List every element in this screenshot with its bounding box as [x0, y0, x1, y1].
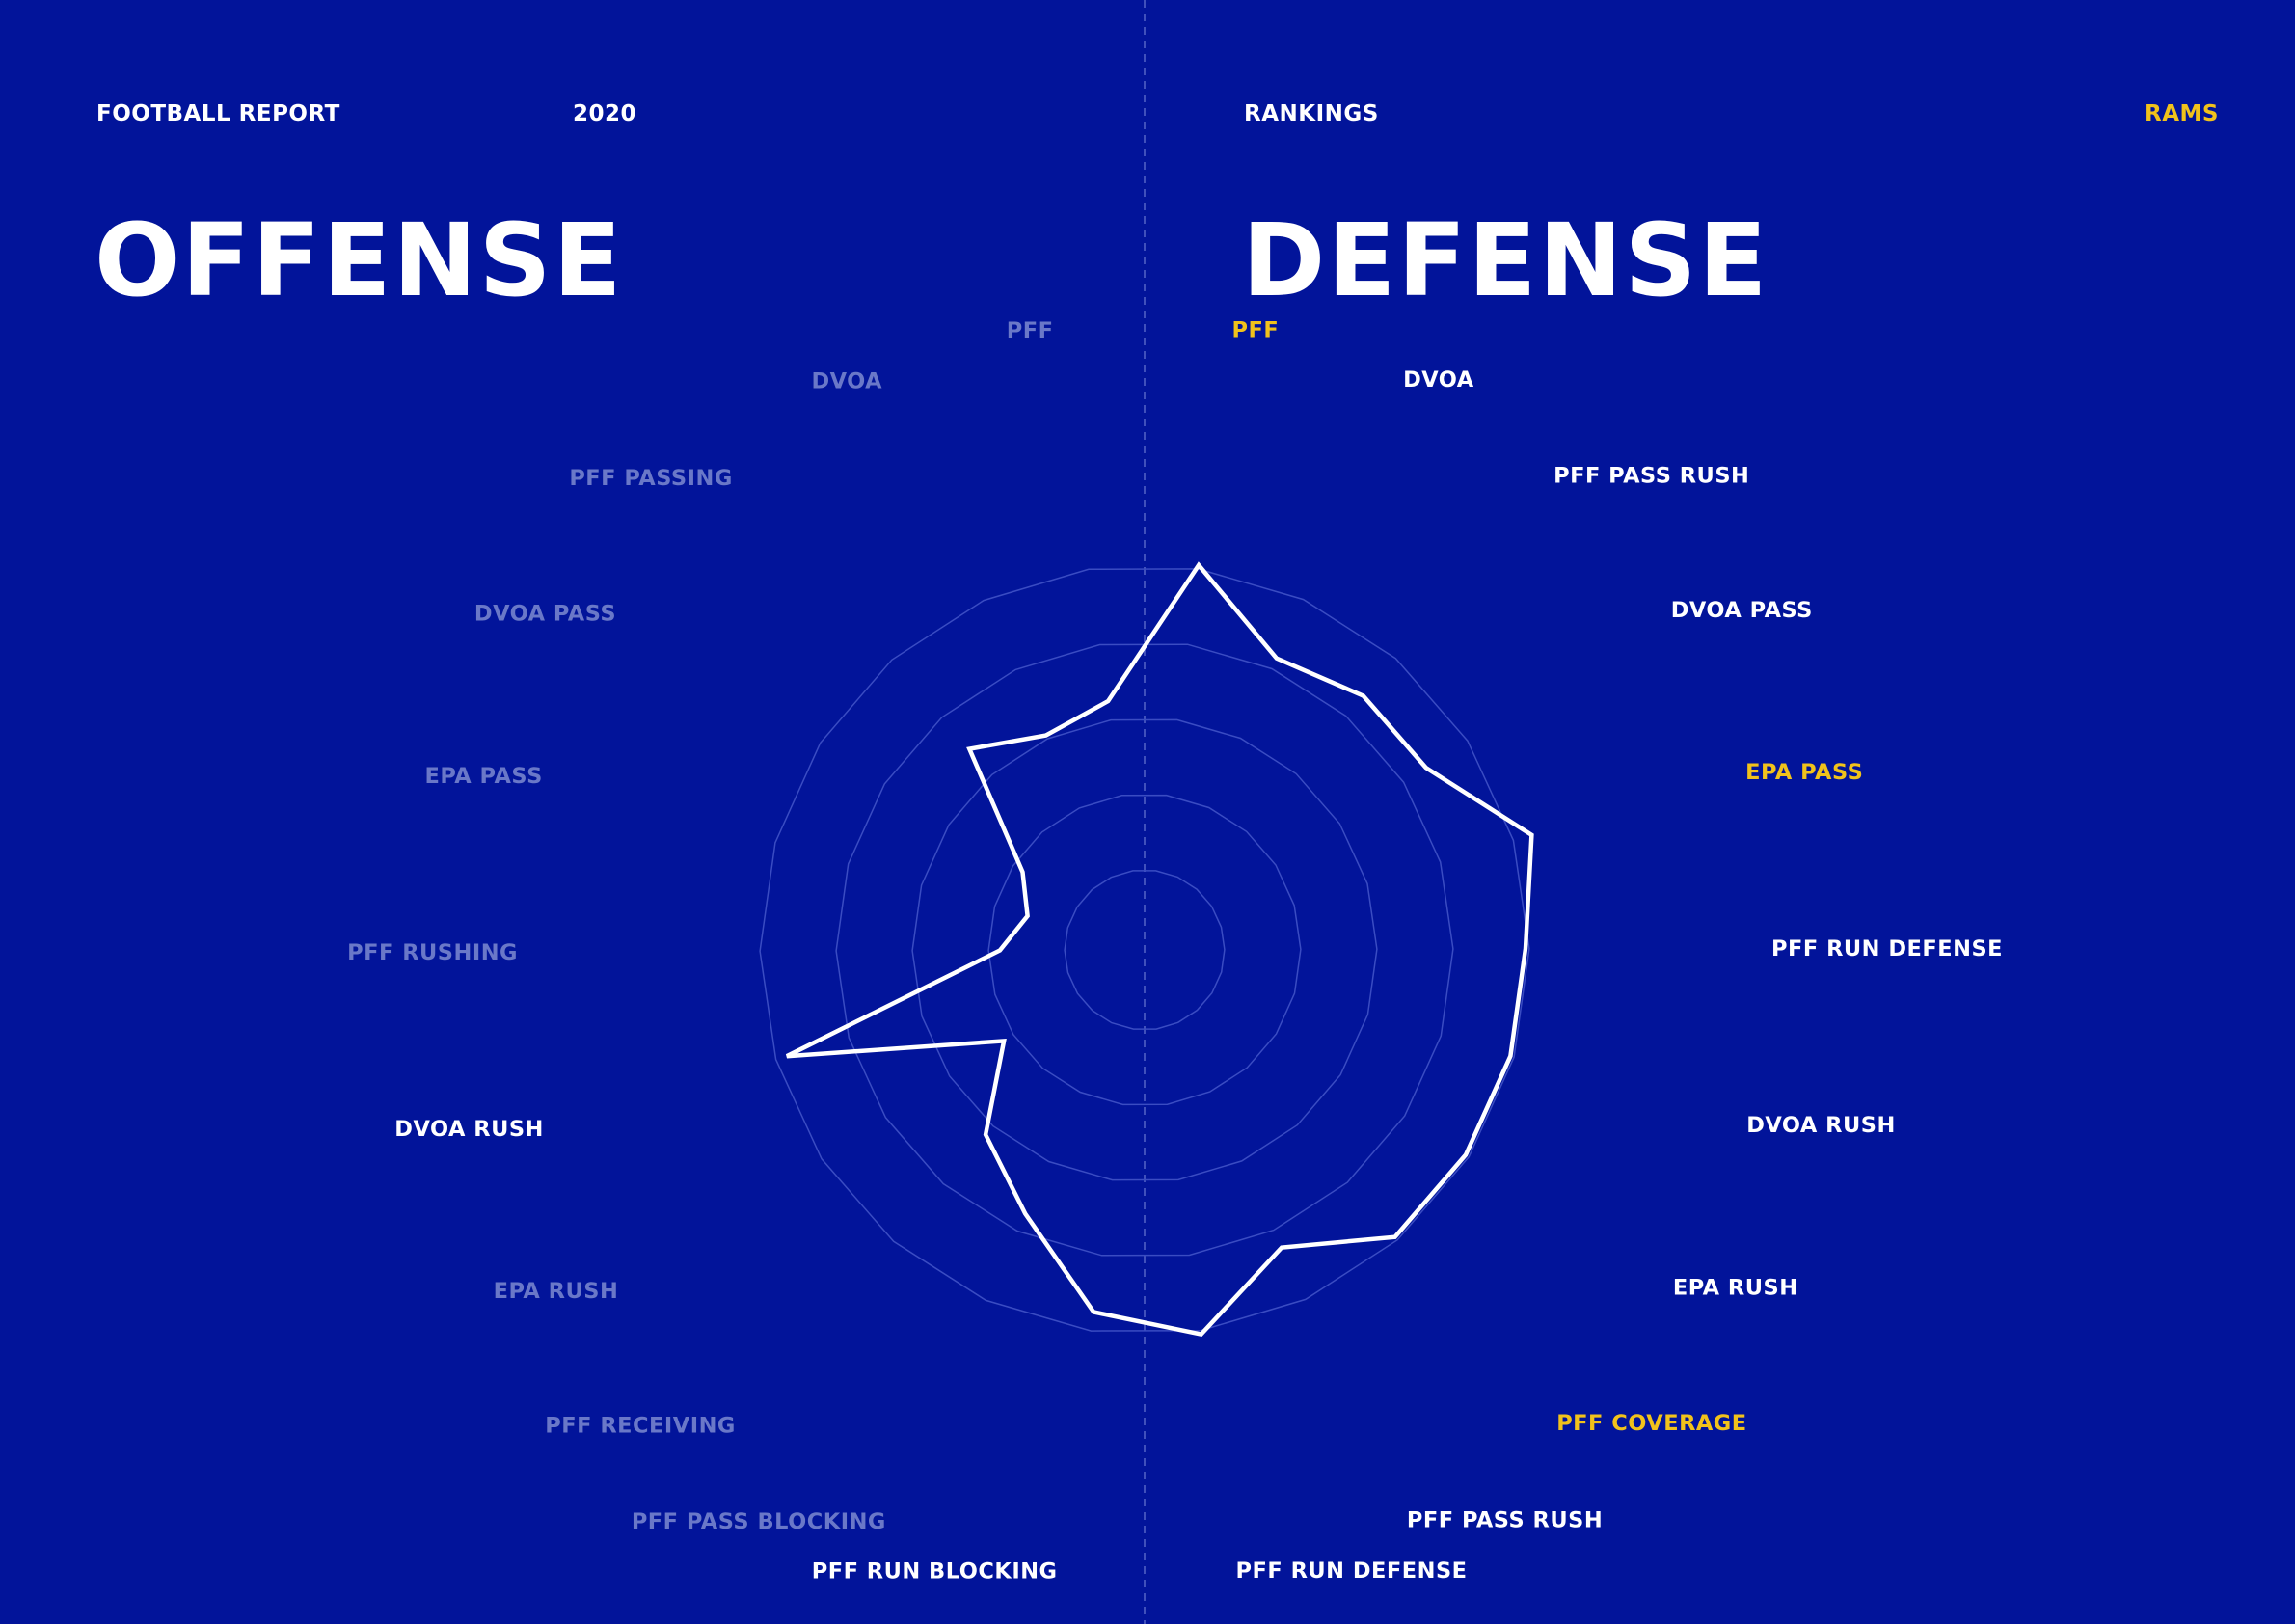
grid-ring-1	[1064, 870, 1226, 1030]
section-label: RANKINGS	[1244, 101, 1379, 126]
grid-ring-3	[911, 718, 1378, 1181]
grid-ring-4	[835, 643, 1454, 1257]
axis-label-offense-17: EPA PASS	[425, 764, 543, 789]
axis-label-defense-8: PFF COVERAGE	[1556, 1411, 1746, 1436]
axis-label-offense-15: DVOA RUSH	[394, 1117, 544, 1142]
report-year: 2020	[573, 101, 637, 126]
grid-ring-2	[987, 794, 1302, 1106]
axis-label-defense-7: EPA RUSH	[1673, 1276, 1798, 1301]
axis-label-defense-6: DVOA RUSH	[1746, 1113, 1896, 1138]
axis-label-defense-4: EPA PASS	[1745, 760, 1863, 785]
axis-label-offense-12: PFF PASS BLOCKING	[632, 1509, 886, 1534]
axis-label-offense-21: PFF	[1007, 318, 1054, 343]
axis-label-defense-10: PFF RUN DEFENSE	[1236, 1558, 1468, 1583]
axis-label-offense-13: PFF RECEIVING	[545, 1414, 736, 1439]
axis-label-offense-11: PFF RUN BLOCKING	[812, 1559, 1058, 1584]
rank-polygon	[785, 561, 1534, 1338]
axis-label-offense-16: PFF RUSHING	[347, 940, 518, 965]
grid-ring-5	[759, 568, 1530, 1332]
axis-label-defense-3: DVOA PASS	[1671, 598, 1813, 623]
axis-label-defense-0: PFF	[1232, 317, 1280, 342]
axis-label-offense-18: DVOA PASS	[474, 601, 616, 626]
axis-label-defense-1: DVOA	[1403, 367, 1474, 392]
report-title: FOOTBALL REPORT	[96, 101, 340, 126]
axis-labels: PFF DVOA PFF PASS RUSH DVOA PASS EPA PASS PFF…	[347, 317, 2003, 1584]
axis-label-offense-20: DVOA	[811, 369, 882, 394]
axis-label-defense-2: PFF PASS RUSH	[1553, 463, 1749, 488]
team-name: RAMS	[2145, 101, 2219, 126]
defense-title: DEFENSE	[1242, 202, 1769, 319]
axis-label-offense-14: EPA RUSH	[494, 1279, 619, 1304]
axis-label-defense-9: PFF PASS RUSH	[1407, 1507, 1603, 1532]
radar-grid	[759, 568, 1530, 1332]
axis-label-offense-19: PFF PASSING	[569, 466, 732, 491]
offense-title: OFFENSE	[94, 202, 624, 319]
axis-label-defense-5: PFF RUN DEFENSE	[1771, 936, 2003, 961]
